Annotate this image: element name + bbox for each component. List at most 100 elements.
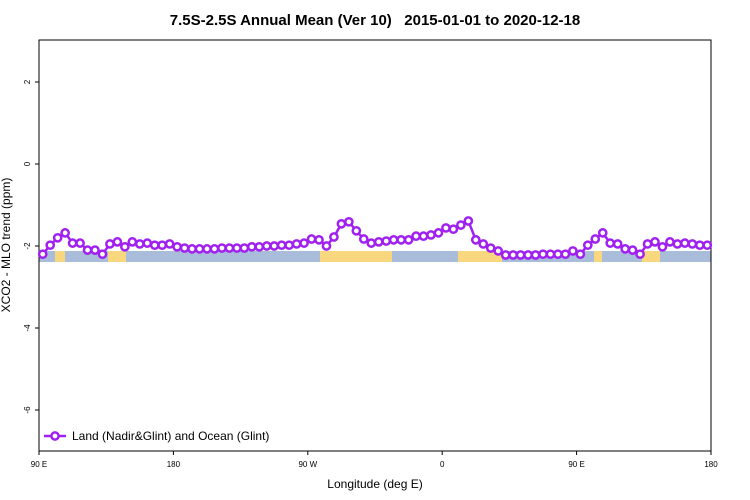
data-point [515,250,526,260]
land-band [594,251,602,262]
data-point [582,240,593,251]
data-point [120,241,130,252]
y-tick-label: 0 [23,161,32,166]
data-point [426,230,436,240]
data-point [612,239,623,249]
data-point [702,240,713,251]
data-point [291,239,302,249]
data-point [538,249,548,260]
data-point [37,249,48,260]
land-band [320,251,392,262]
data-point [620,244,630,254]
data-point [590,234,601,244]
data-point [246,241,257,252]
data-point [60,228,70,238]
x-tick-label: 90 E [568,460,584,469]
data-point [635,249,645,260]
data-point [642,239,653,249]
data-point [672,239,683,249]
data-point [209,244,220,254]
data-point [366,238,377,248]
y-axis-label: XCO2 - MLO trend (ppm) [0,178,13,313]
data-point [463,216,474,226]
x-axis-label: Longitude (deg E) [327,477,422,491]
land-band [458,251,502,262]
data-point [97,249,108,260]
legend-marker [50,431,60,441]
data-point [254,241,265,252]
data-point [627,245,638,255]
data-point [358,234,369,244]
data-point [82,245,93,255]
data-point [545,249,556,260]
x-tick-label: 180 [704,460,718,469]
data-point [523,250,533,260]
data-point [530,250,541,260]
y-tick-label: -2 [23,242,32,250]
y-tick-label: -4 [23,324,32,332]
land-ocean-band [39,251,711,262]
data-point [485,243,496,253]
data-point [269,241,280,251]
chart-title: 7.5S-2.5S Annual Mean (Ver 10) 2015-01-0… [170,12,580,29]
data-point [299,238,309,248]
legend-label: Land (Nadir&Glint) and Ocean (Glint) [72,429,269,443]
x-tick-label: 90 E [31,460,47,469]
data-point [179,243,190,253]
data-point [306,234,317,244]
data-point [687,239,698,249]
data-point [388,235,399,245]
y-tick-label: -6 [23,406,32,414]
data-point [411,231,421,242]
x-tick-label: 0 [440,460,445,469]
data-point [448,224,459,235]
data-point [665,237,675,247]
data-point [157,240,168,251]
data-point [75,238,85,248]
x-tick-label: 180 [167,460,181,469]
data-point [597,228,608,238]
data-point [605,238,616,248]
data-point [694,240,705,251]
data-point [127,237,138,247]
data-point [321,241,332,251]
data-point [553,249,563,260]
data-point [329,232,339,242]
data-point [403,235,414,245]
data-point [194,244,205,254]
data-point [373,237,384,247]
data-point [142,238,153,248]
data-point [680,238,690,248]
data-point [239,243,250,253]
data-point [441,223,451,233]
data-point [456,220,466,230]
data-point [67,238,78,248]
data-point [657,241,668,252]
data-point [478,239,489,249]
data-point [560,249,571,260]
data-point [224,243,235,253]
data-point [149,240,160,251]
data-point [314,235,324,245]
x-tick-label: 90 W [298,460,317,469]
data-point [105,239,115,249]
data-point [276,240,287,251]
series-line [41,219,708,257]
land-band [55,251,65,262]
data-point [336,219,347,229]
data-point [217,243,227,253]
data-point [344,216,354,227]
data-point [433,228,444,238]
data-point [261,241,272,251]
data-point [284,240,294,251]
data-point [172,241,182,252]
data-point [134,239,145,249]
data-point [500,250,511,260]
land-band [642,251,660,262]
data-point [568,246,578,256]
data-point [164,239,175,249]
data-point [202,244,212,254]
data-point [575,249,586,260]
data-point [493,246,504,256]
